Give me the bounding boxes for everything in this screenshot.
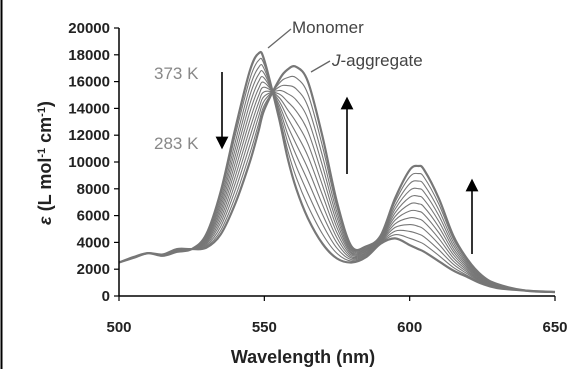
temp-high-label: 373 K: [154, 64, 199, 83]
x-tick-label: 600: [397, 319, 422, 336]
y-tick-label: 16000: [68, 74, 110, 91]
spectrum-line: [119, 87, 555, 292]
spectrum-line: [119, 58, 555, 292]
spectrum-line: [119, 82, 555, 292]
y-tick-label: 4000: [77, 234, 110, 251]
y-tick-label: 20000: [68, 20, 110, 37]
y-tick-label: 18000: [68, 47, 110, 64]
x-tick-label: 550: [252, 319, 277, 336]
y-tick-label: 12000: [68, 127, 110, 144]
y-tick-label: 2000: [77, 261, 110, 278]
spectrum-line: [119, 90, 555, 292]
aggregate-pointer-line: [311, 61, 330, 72]
x-tick-label: 650: [542, 319, 567, 336]
monomer-label: Monomer: [292, 18, 364, 37]
aggregate-label: J-aggregate: [331, 51, 423, 70]
aggregate-label-italic: J: [331, 51, 341, 70]
y-tick-label: 6000: [77, 208, 110, 225]
y-tick-label: 0: [102, 288, 110, 305]
y-axis-title: ε (L mol-1 cm-1): [35, 101, 55, 225]
monomer-pointer-line: [268, 29, 291, 48]
spectrum-line: [119, 85, 555, 292]
temp-low-label: 283 K: [154, 134, 199, 153]
y-axis-title-part-2: cm: [35, 117, 55, 148]
y-tick-label: 8000: [77, 181, 110, 198]
x-axis-title: Wavelength (nm): [231, 347, 375, 367]
y-axis-title-part-1: (L mol: [35, 158, 55, 217]
y-tick-label: 10000: [68, 154, 110, 171]
spectrum-line: [119, 91, 555, 292]
aggregate-label-rest: -aggregate: [341, 51, 423, 70]
y-axis-title-sup-2: -1: [36, 107, 48, 117]
y-tick-label: 14000: [68, 100, 110, 117]
x-tick-label: 500: [106, 319, 131, 336]
y-axis-title-sup-1: -1: [36, 148, 48, 158]
spectrum-line: [119, 52, 555, 292]
y-axis-title-part-3: ): [35, 101, 55, 107]
spectra-curves: [119, 52, 555, 292]
